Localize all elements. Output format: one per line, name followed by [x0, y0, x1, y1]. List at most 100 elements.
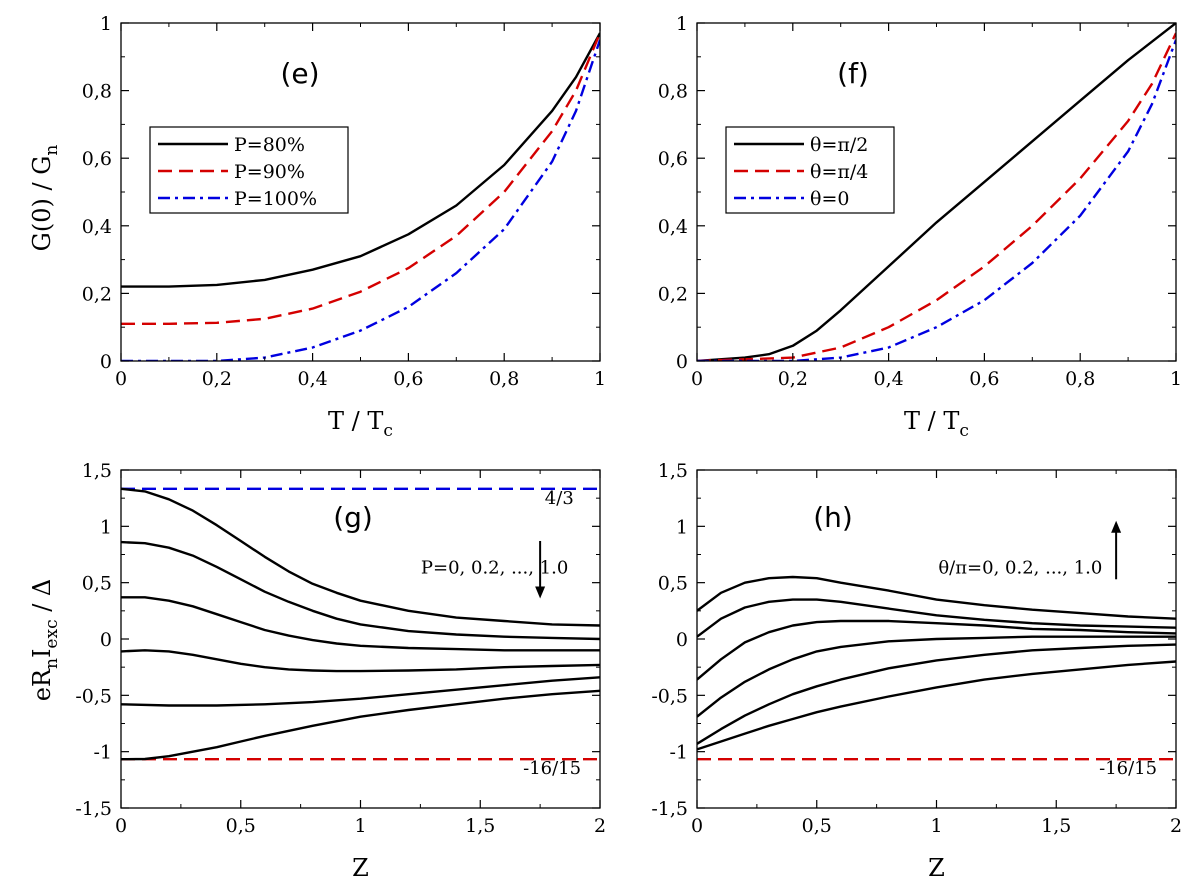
legend: P=80% P=90% P=100% [149, 126, 349, 214]
y-tick-label: 0,2 [82, 283, 112, 305]
series-line-f-1 [697, 32, 1176, 361]
x-tick-label: 1 [930, 815, 942, 837]
series-group [697, 575, 1176, 761]
x-tick-label: 2 [1170, 815, 1182, 837]
series-line-g-5 [121, 649, 600, 673]
annotation: P=0, 0.2, ..., 1.0 [421, 558, 568, 579]
series-line-g-6 [121, 676, 600, 707]
y-tick-label: 0,4 [658, 216, 688, 238]
series-group [121, 487, 600, 761]
annotation: -16/15 [1099, 758, 1157, 779]
x-axis-label: T / Tc [328, 407, 393, 441]
panel-h: 0 0,5 1 1,5 2 -1,5 -1 -0,5 0 0,5 1 1,5 Z (h) -16/15 θ/π… [651, 460, 1182, 882]
y-tick-label: 0 [100, 629, 112, 651]
x-tick-label: 1,5 [1041, 815, 1071, 837]
x-tick-label: 1 [1170, 368, 1182, 390]
series-line-e-0 [121, 32, 600, 288]
x-tick-label: 0,4 [873, 368, 903, 390]
x-tick-label: 2 [594, 815, 606, 837]
x-tick-label: 0,8 [1065, 368, 1095, 390]
series-line-h-3 [697, 619, 1176, 681]
x-tick-label: 0,4 [297, 368, 327, 390]
series-line-e-2 [121, 39, 600, 361]
y-tick-label: -1 [669, 742, 688, 764]
y-tick-label: -1,5 [651, 798, 688, 820]
x-tick-label: 1 [594, 368, 606, 390]
legend-entry-label: P=100% [234, 188, 317, 210]
x-tick-label: 0,5 [226, 815, 256, 837]
legend-entry-label: P=80% [234, 134, 305, 156]
x-tick-label: 0,6 [969, 368, 999, 390]
x-tick-label: 0 [115, 815, 127, 837]
series-group [121, 32, 600, 361]
panel-label: (f) [837, 57, 869, 90]
panel-g: 0 0,5 1 1,5 2 -1,5 -1 -0,5 0 0,5 1 1,5 Z (g) 4/3 -16/15… [75, 460, 606, 882]
y-tick-label: -1,5 [75, 798, 112, 820]
y-axis-label-bottom: eRnIexc / Δ [28, 579, 62, 702]
y-tick-label: -1 [93, 742, 112, 764]
legend-entry-label: P=90% [234, 161, 305, 183]
y-tick-label: -0,5 [651, 685, 688, 707]
panel-e: 0 0,2 0,4 0,6 0,8 1 0 0,2 0,4 0,6 0,8 1 T / Tc (e) P=8… [82, 13, 606, 441]
y-tick-label: 0,4 [82, 216, 112, 238]
y-tick-label: 0 [676, 351, 688, 373]
y-tick-label: 1,5 [658, 460, 688, 482]
y-tick-label: -0,5 [75, 685, 112, 707]
legend: θ=π/2 θ=π/4 θ=0 [725, 126, 895, 214]
y-tick-label: 1 [676, 516, 688, 538]
x-axis-label: Z [928, 854, 945, 882]
series-line-g-7 [121, 689, 600, 761]
series-line-f-0 [697, 23, 1176, 361]
y-tick-label: 0 [676, 629, 688, 651]
y-tick-label: 1,5 [82, 460, 112, 482]
legend-entry-label: θ=π/2 [810, 134, 868, 156]
series-line-h-1 [697, 575, 1176, 620]
x-tick-label: 0,6 [393, 368, 423, 390]
panel-label: (e) [280, 57, 319, 90]
x-axis-label: T / Tc [904, 407, 969, 441]
annotation: -16/15 [523, 758, 581, 779]
y-tick-label: 0,8 [82, 81, 112, 103]
y-tick-label: 0,5 [82, 573, 112, 595]
series-line-g-2 [121, 487, 600, 627]
x-tick-label: 0,8 [489, 368, 519, 390]
legend-entry-label: θ=0 [810, 188, 849, 210]
panel-label: (g) [333, 501, 373, 534]
series-line-g-4 [121, 596, 600, 652]
x-tick-label: 1 [354, 815, 366, 837]
x-tick-label: 0 [691, 815, 703, 837]
series-line-h-4 [697, 635, 1176, 718]
y-axis-label-top: G(0) / Gn [28, 145, 62, 252]
legend-entry-label: θ=π/4 [810, 161, 868, 183]
annotation: θ/π=0, 0.2, ..., 1.0 [938, 558, 1102, 579]
y-tick-label: 1 [676, 13, 688, 35]
y-tick-label: 0,6 [658, 148, 688, 170]
panel-f: 0 0,2 0,4 0,6 0,8 1 0 0,2 0,4 0,6 0,8 1 T / Tc (f) θ=π… [658, 13, 1182, 441]
arrow-head [535, 586, 546, 599]
y-tick-label: 0,2 [658, 283, 688, 305]
y-tick-label: 0,5 [658, 573, 688, 595]
x-tick-label: 0 [115, 368, 127, 390]
y-tick-label: 1 [100, 516, 112, 538]
series-line-h-6 [697, 660, 1176, 751]
x-axis-label: Z [352, 854, 369, 882]
x-tick-label: 0,5 [802, 815, 832, 837]
annotation: 4/3 [545, 488, 574, 509]
series-line-h-5 [697, 643, 1176, 745]
series-line-f-2 [697, 39, 1176, 361]
y-tick-label: 0,8 [658, 81, 688, 103]
y-tick-label: 1 [100, 13, 112, 35]
panel-label: (h) [813, 501, 853, 534]
series-line-h-2 [697, 598, 1176, 638]
arrow-head [1111, 520, 1122, 533]
x-tick-label: 0,2 [202, 368, 232, 390]
y-tick-label: 0 [100, 351, 112, 373]
series-group [697, 23, 1176, 361]
series-line-e-1 [121, 32, 600, 325]
x-tick-label: 1,5 [465, 815, 495, 837]
x-tick-label: 0,2 [778, 368, 808, 390]
y-tick-label: 0,6 [82, 148, 112, 170]
x-tick-label: 0 [691, 368, 703, 390]
series-line-g-3 [121, 540, 600, 641]
